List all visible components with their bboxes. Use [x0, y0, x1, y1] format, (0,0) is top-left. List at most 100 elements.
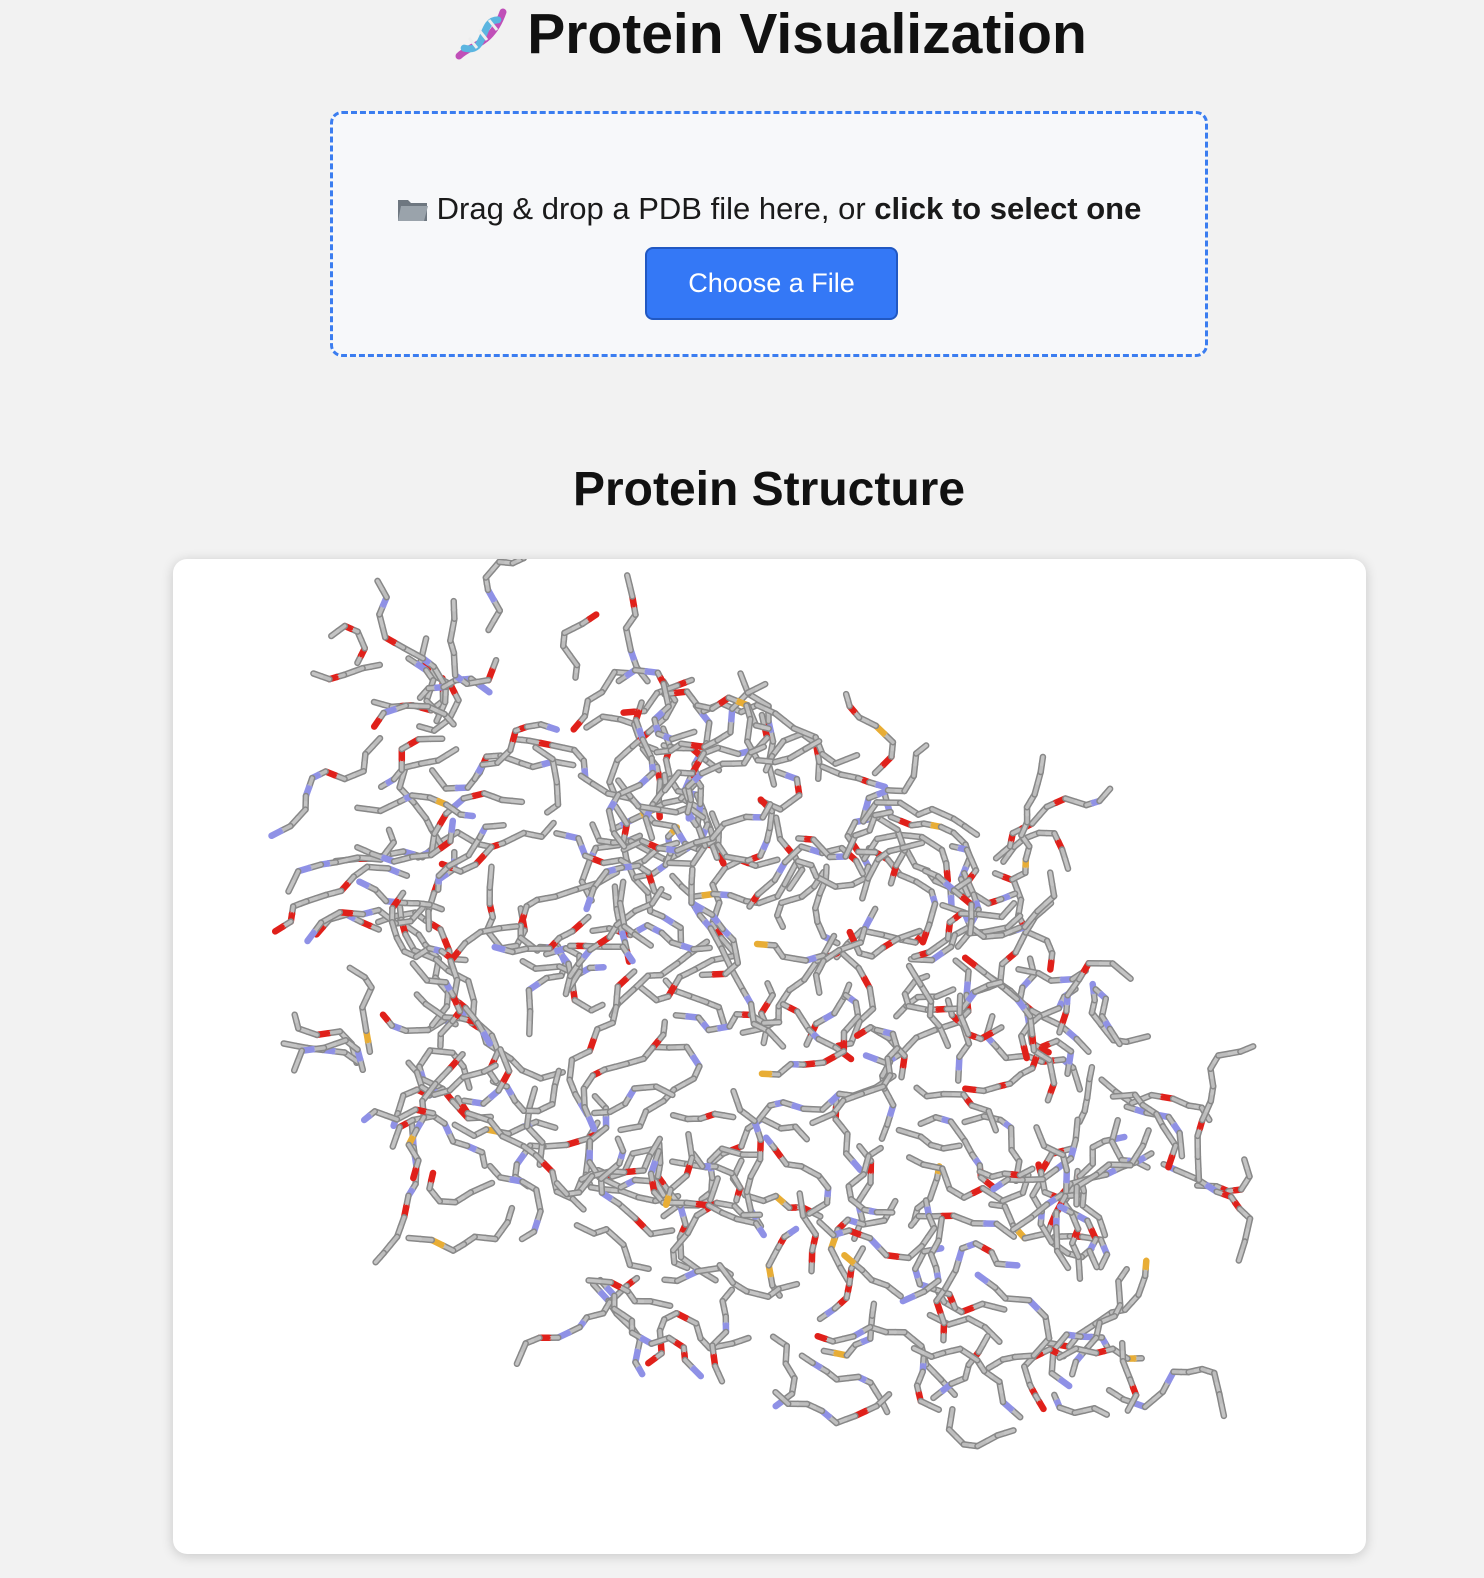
bond [875, 782, 887, 789]
bond [856, 1190, 866, 1205]
bond [281, 1041, 298, 1048]
bond [755, 942, 768, 947]
bond [430, 768, 441, 782]
bond [381, 1012, 390, 1022]
bond [1038, 1046, 1051, 1055]
bond [406, 1236, 422, 1241]
bond [855, 1246, 865, 1261]
bond [814, 1016, 828, 1026]
bond [362, 1017, 368, 1033]
bond [406, 656, 420, 667]
bond [1049, 1069, 1056, 1086]
bond [679, 741, 695, 748]
bond [788, 861, 798, 876]
bond [530, 1087, 537, 1100]
bond [712, 849, 719, 860]
bond [765, 993, 775, 1007]
bond [1030, 813, 1042, 826]
bond [616, 778, 627, 791]
bond [764, 857, 780, 865]
bond [965, 969, 971, 985]
molecule-viewer[interactable] [173, 559, 1366, 1554]
bond [844, 692, 850, 702]
bond [438, 927, 447, 942]
bond [552, 768, 559, 785]
bond [699, 946, 712, 951]
bond [1013, 940, 1023, 955]
bond [761, 1033, 768, 1045]
bond [444, 786, 459, 791]
bond [738, 671, 747, 686]
bond [488, 865, 494, 879]
bond [928, 1186, 936, 1201]
bond [440, 1243, 455, 1253]
bond [943, 987, 955, 995]
bond [797, 1191, 804, 1207]
bond [1048, 959, 1054, 972]
section-title: Protein Structure [572, 463, 966, 516]
bond [575, 1136, 590, 1144]
bond [1080, 1043, 1091, 1054]
bond [561, 761, 575, 767]
choose-file-button[interactable]: Choose a File [645, 247, 898, 320]
bond [848, 930, 857, 945]
folder-icon [397, 200, 428, 221]
bond [944, 1020, 960, 1029]
bond [404, 1193, 411, 1209]
page-title-text: Protein Visualization [527, 1, 1087, 66]
bond [553, 1143, 569, 1148]
bond [1063, 857, 1070, 871]
file-dropzone[interactable]: Drag & drop a PDB file here, or click to… [330, 111, 1208, 357]
bond [799, 1131, 809, 1141]
bond [1088, 1065, 1094, 1075]
page-title: Protein Visualization [0, 0, 1484, 68]
bond [779, 897, 794, 905]
bond [326, 1029, 342, 1035]
bond [907, 1035, 919, 1048]
bond [720, 1146, 735, 1154]
bond [760, 725, 771, 731]
bond [851, 1160, 863, 1172]
bond [684, 1316, 698, 1326]
bond [1049, 978, 1064, 983]
bond [533, 745, 546, 756]
bond [792, 956, 808, 963]
bond [949, 895, 954, 908]
bond [1000, 1195, 1015, 1203]
bond [987, 1014, 995, 1028]
bond [453, 1123, 467, 1133]
bond [373, 1255, 382, 1264]
bond [421, 1077, 435, 1086]
bond [1048, 870, 1054, 887]
bond [445, 747, 458, 757]
bond [1050, 882, 1056, 898]
bond [429, 1171, 435, 1183]
bond [1116, 1279, 1122, 1295]
bond [567, 1325, 582, 1335]
bond [535, 976, 549, 986]
bond [682, 1076, 696, 1086]
bond [388, 1235, 399, 1247]
bond [462, 1128, 476, 1138]
bond [760, 1116, 774, 1126]
bond [782, 872, 793, 887]
bond [1058, 1377, 1071, 1388]
bond [981, 1186, 995, 1197]
bond [1143, 1259, 1149, 1271]
bond [1179, 1142, 1184, 1158]
bond [618, 1126, 632, 1132]
protein-structure-canvas[interactable] [173, 559, 1366, 1554]
bond [625, 573, 632, 588]
bond [439, 1049, 455, 1055]
bond [626, 637, 633, 652]
bond [1063, 796, 1078, 804]
bond [613, 804, 623, 817]
bond [864, 1053, 878, 1061]
bond [421, 636, 428, 652]
bond [292, 1012, 299, 1024]
bond [628, 584, 635, 599]
bond [621, 710, 636, 715]
dropzone-prompt-bold: click to select one [874, 191, 1142, 226]
bond [844, 1151, 856, 1164]
bond [713, 900, 722, 916]
